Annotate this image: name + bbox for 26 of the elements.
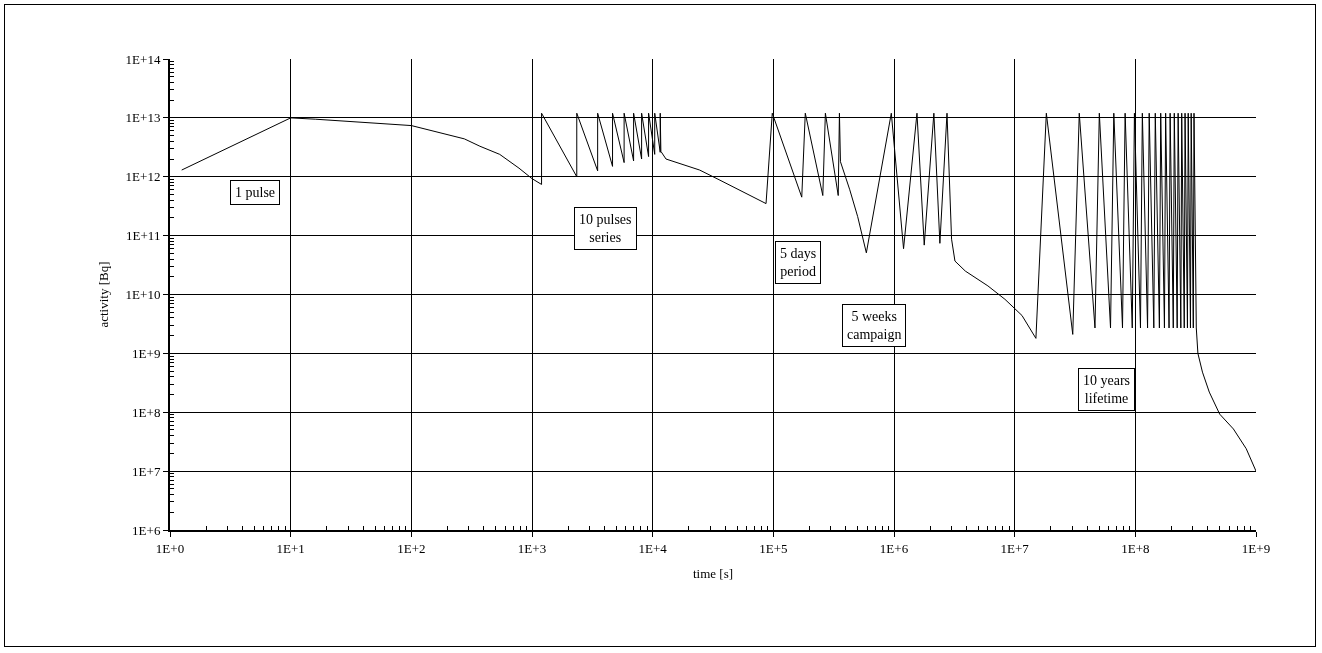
x-tick-label: 1E+1: [276, 540, 305, 556]
x-tick-label: 1E+0: [155, 540, 185, 556]
y-tick-label: 1E+13: [125, 110, 161, 126]
y-tick-label: 1E+11: [126, 228, 161, 244]
annotation: 10 pulses series: [579, 212, 632, 246]
x-axis-title: time [s]: [692, 565, 734, 581]
x-tick-label: 1E+4: [638, 540, 668, 556]
annotation: 1 pulse: [235, 185, 276, 200]
x-tick-label: 1E+2: [397, 540, 426, 556]
y-tick-label: 1E+8: [132, 404, 161, 420]
annotation: 10 years lifetime: [1083, 373, 1131, 407]
annotation: 5 days period: [780, 246, 817, 280]
y-axis-title: activity [Bq]: [96, 261, 112, 328]
x-tick-label: 1E+3: [517, 540, 547, 556]
y-tick-label: 1E+10: [125, 287, 161, 303]
annotation: 5 weeks campaign: [847, 309, 902, 343]
y-tick-label: 1E+7: [132, 463, 161, 479]
y-tick-label: 1E+9: [132, 345, 161, 361]
x-tick-label: 1E+8: [1121, 540, 1150, 556]
y-tick-label: 1E+14: [125, 51, 161, 67]
y-tick-label: 1E+6: [132, 522, 161, 538]
y-tick-label: 1E+12: [125, 169, 161, 185]
x-tick-label: 1E+6: [879, 540, 909, 556]
x-tick-label: 1E+9: [1241, 540, 1271, 556]
x-tick-label: 1E+5: [759, 540, 788, 556]
x-tick-label: 1E+7: [1000, 540, 1030, 556]
